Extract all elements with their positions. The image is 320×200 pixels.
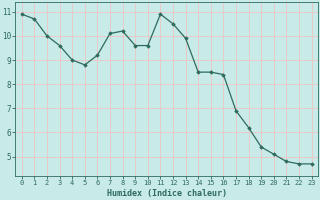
X-axis label: Humidex (Indice chaleur): Humidex (Indice chaleur) <box>107 189 227 198</box>
